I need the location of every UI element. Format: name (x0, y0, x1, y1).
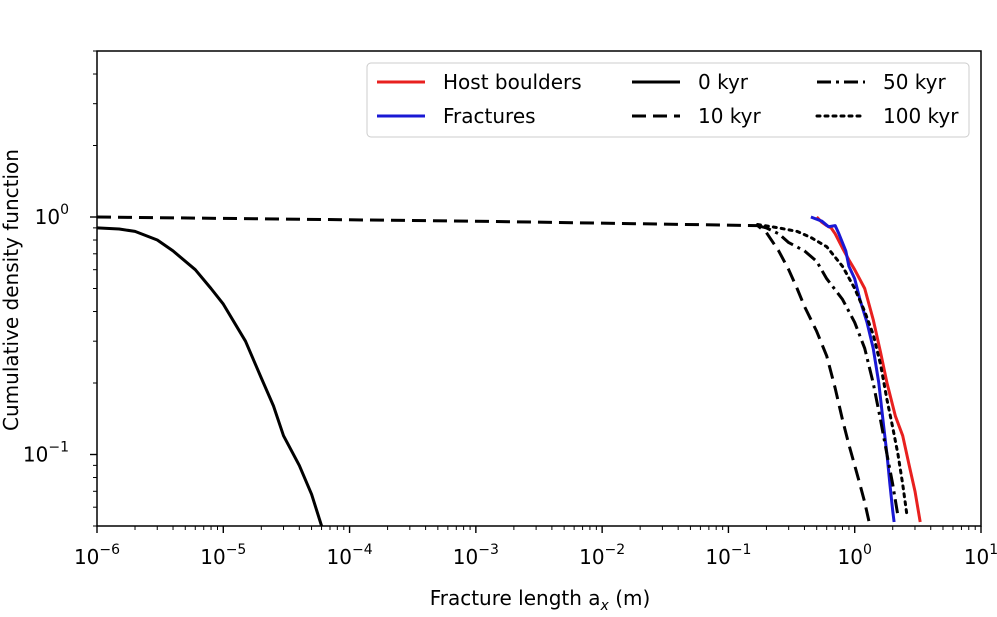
x-tick-label: 10−4 (327, 542, 373, 569)
legend-label-50-kyr: 50 kyr (883, 70, 947, 94)
x-tick-label: 101 (964, 542, 997, 569)
series-line-50-kyr (757, 224, 900, 517)
y-tick-label: 100 (35, 202, 69, 229)
series-line-0-kyr (96, 226, 324, 527)
x-tick-label: 100 (838, 542, 872, 569)
x-tick-label: 10−6 (74, 542, 120, 569)
x-tick-label: 10−2 (579, 542, 625, 569)
x-tick-label: 10−3 (453, 542, 499, 569)
x-axis-title: Fracture length ax (m) (430, 586, 651, 614)
plot-frame (96, 50, 982, 527)
major-ticks: 10−6 10−5 10−4 10−3 10−2 10−1 100 101 100 10−1 (23, 202, 997, 569)
legend-label-100-kyr: 100 kyr (883, 104, 959, 128)
series-line-100-kyr (756, 223, 909, 518)
legend-label-host-boulders: Host boulders (443, 70, 582, 94)
y-axis-title: Cumulative density function (0, 149, 23, 431)
series-line-10-kyr (96, 215, 871, 523)
y-tick-label: 10−1 (23, 440, 69, 467)
legend-label-0-kyr: 0 kyr (698, 70, 749, 94)
series-layer (96, 215, 922, 527)
legend: Host boulders Fractures 0 kyr 10 kyr 50 kyr 1… (366, 62, 970, 138)
x-tick-label: 10−1 (705, 542, 751, 569)
legend-label-fractures: Fractures (443, 104, 536, 128)
x-tick-label: 10−5 (200, 542, 246, 569)
legend-label-10-kyr: 10 kyr (698, 104, 762, 128)
